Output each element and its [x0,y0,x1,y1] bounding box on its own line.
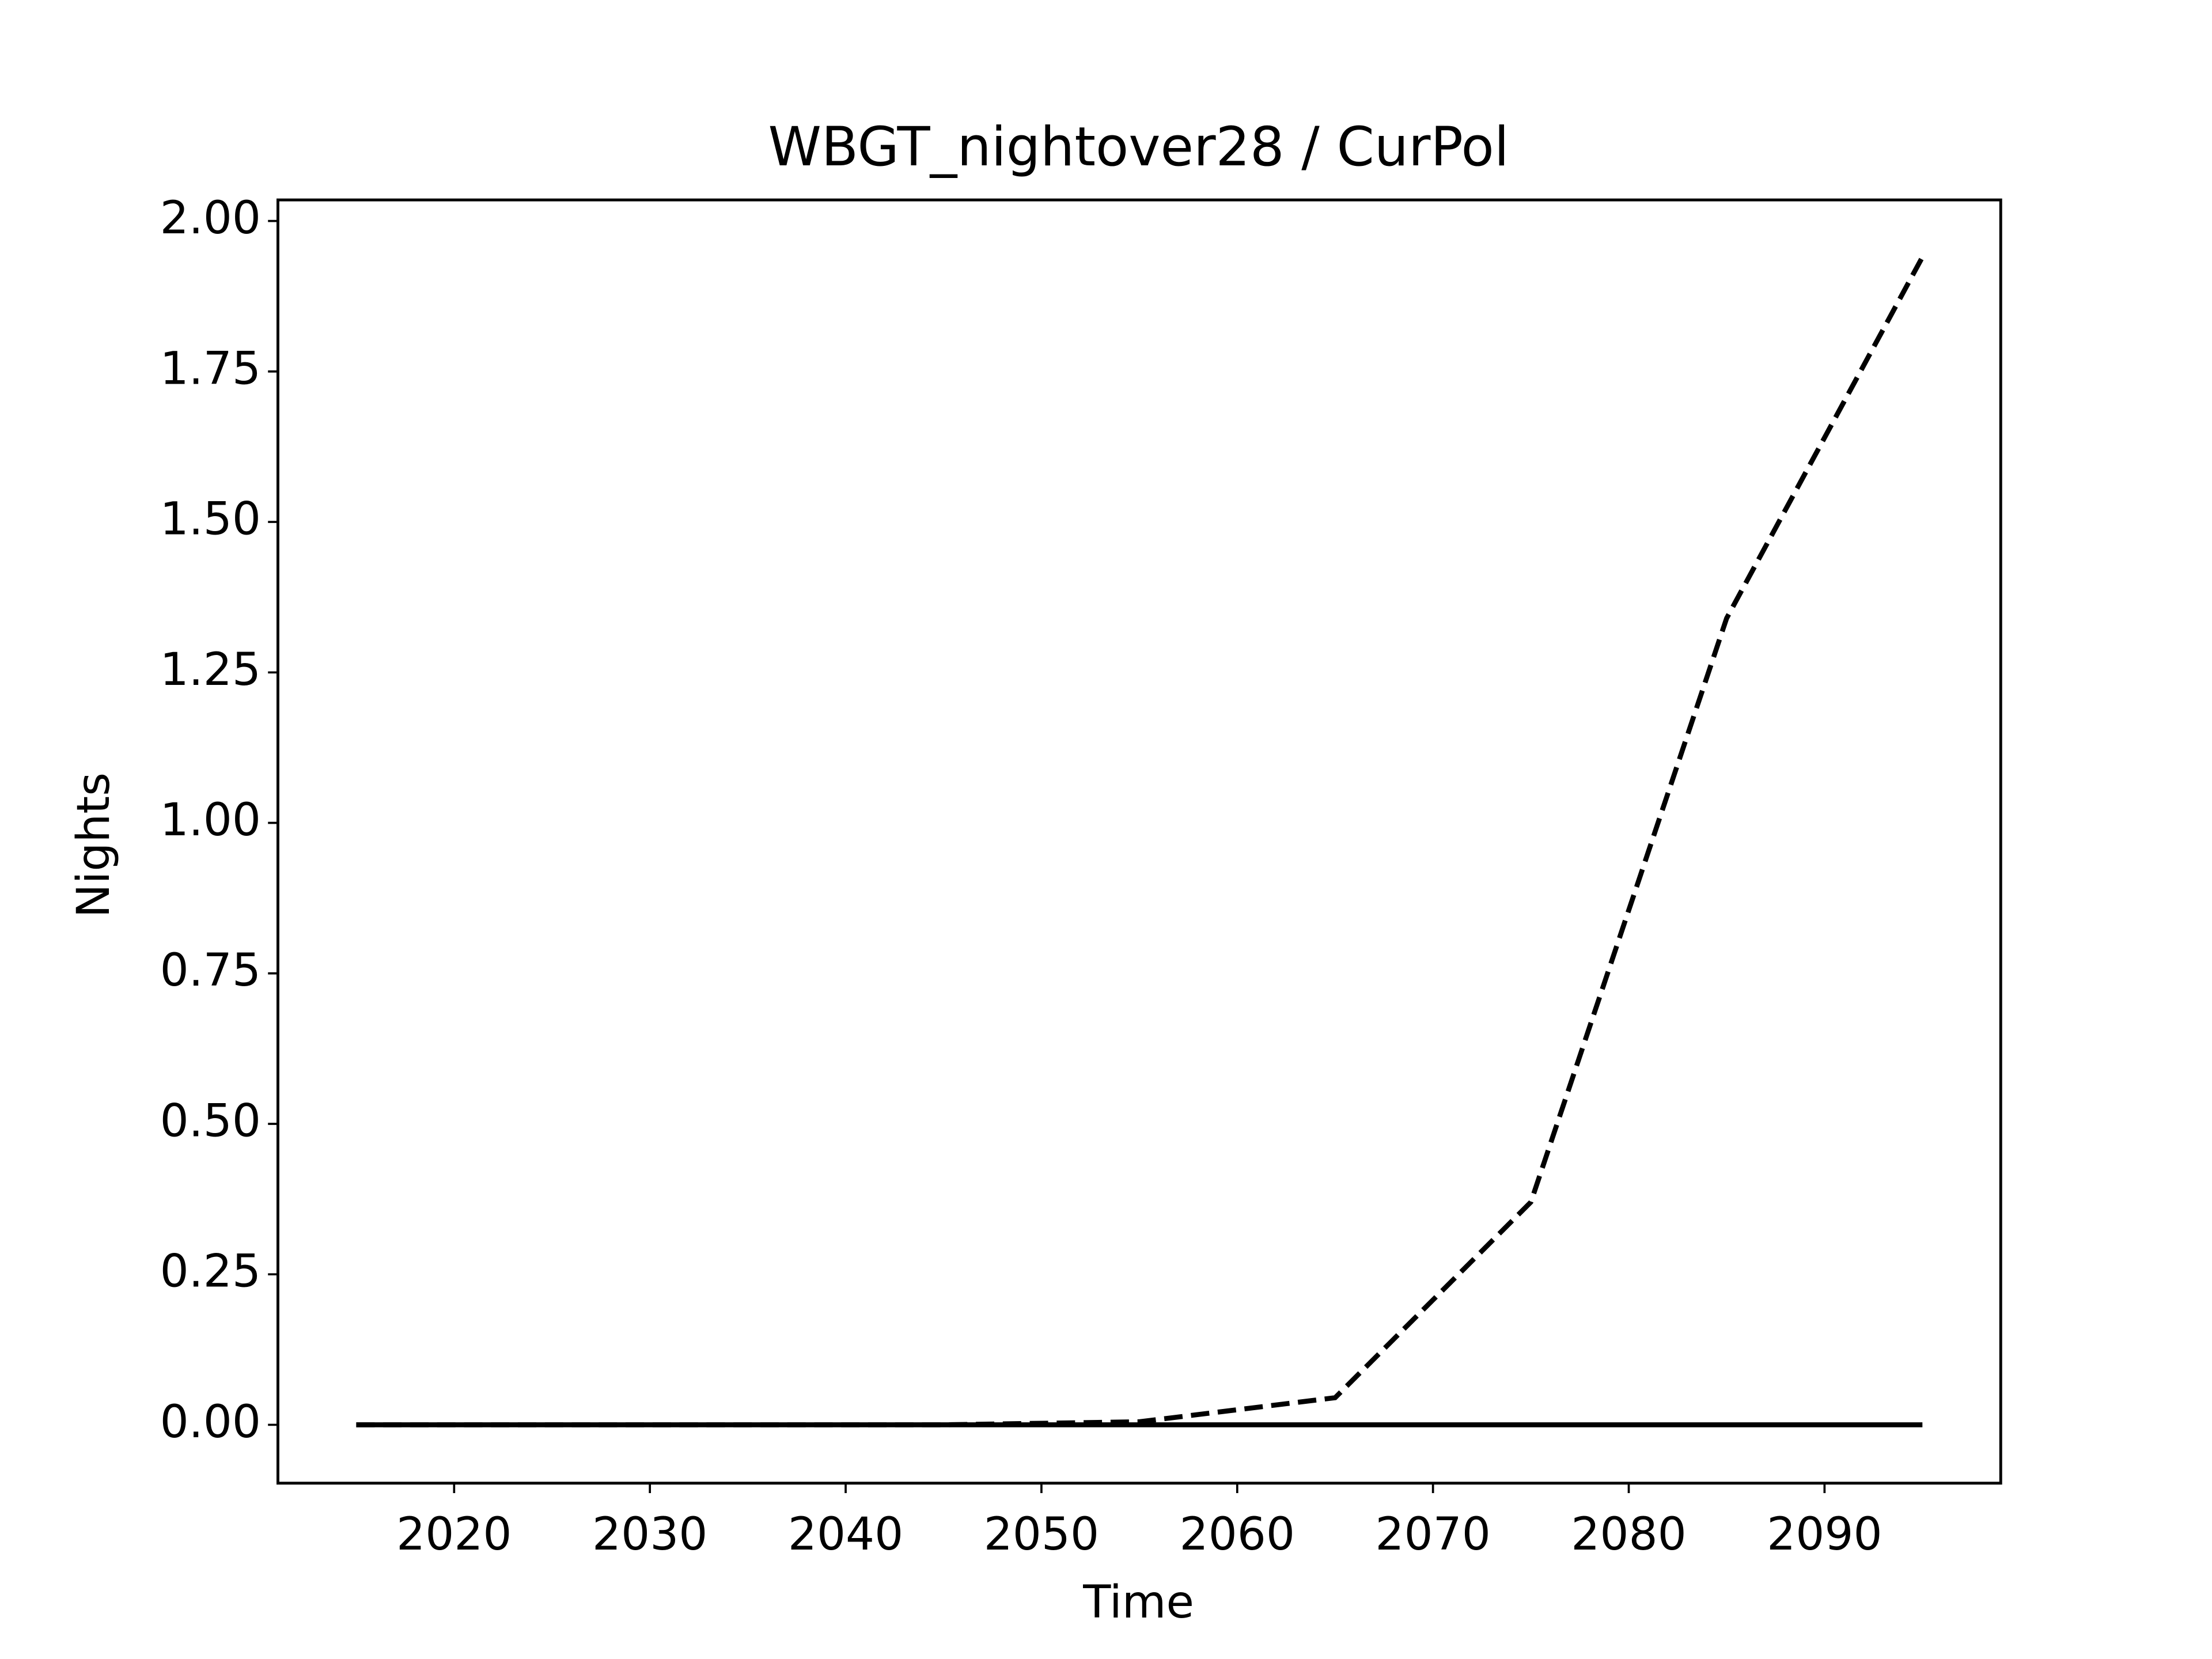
y-tick-label: 0.00 [160,1395,261,1448]
y-tick-label: 0.25 [160,1245,261,1298]
x-tick-label: 2040 [788,1508,903,1560]
x-tick-label: 2020 [396,1508,512,1560]
x-tick-label: 2030 [592,1508,707,1560]
line-series [356,256,1925,1427]
x-tick-label: 2050 [984,1508,1099,1560]
y-axis-label: Nights [67,772,120,918]
y-tick-label: 1.00 [160,793,261,846]
y-tick-label: 2.00 [160,191,261,244]
y-tick-label: 0.50 [160,1094,261,1147]
y-tick-label: 0.75 [160,944,261,997]
x-tick-label: 2090 [1767,1508,1882,1560]
y-tick-label: 1.25 [160,643,261,696]
plot-frame [276,198,2002,1485]
x-tick-label: 2060 [1180,1508,1295,1560]
x-axis-label: Time [1082,1575,1194,1628]
y-tick-label: 1.75 [160,342,261,395]
y-tick-label: 1.50 [160,493,261,546]
x-tick-label: 2070 [1375,1508,1490,1560]
chart-title: WBGT_nightover28 / CurPol [768,116,1509,179]
x-tick-label: 2080 [1571,1508,1686,1560]
